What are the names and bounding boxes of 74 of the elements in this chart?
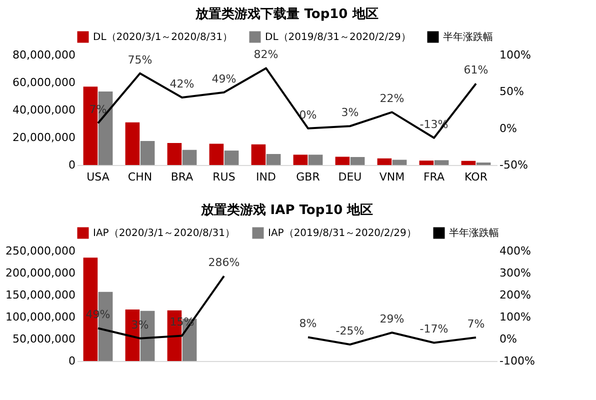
x-tick-label: RUS (212, 170, 236, 184)
x-tick-label: GBR (296, 170, 320, 184)
data-label: 15% (170, 316, 194, 329)
bar (335, 156, 350, 165)
x-tick-label: IND (256, 170, 276, 184)
legend-label: DL（2020/3/1～2020/8/31） (93, 32, 232, 43)
data-label: 7% (467, 317, 485, 330)
bar (461, 160, 476, 165)
y2-tick-label: 200% (500, 288, 531, 302)
bar (350, 157, 365, 165)
bar (419, 160, 434, 165)
x-tick-label: KOR (464, 170, 488, 184)
legend-label: IAP（2019/8/31～2020/2/29） (268, 228, 416, 239)
data-label: 61% (464, 64, 488, 77)
legend-label: 半年涨跌幅 (443, 31, 493, 43)
bar (125, 122, 140, 165)
x-tick-label: CHN (128, 170, 152, 184)
y2-tick-label: 50% (500, 85, 524, 98)
legend-label: DL（2019/8/31～2020/2/29） (265, 32, 411, 43)
data-label: 42% (170, 78, 194, 91)
data-label: 49% (212, 72, 236, 86)
y2-tick-label: 0% (500, 122, 517, 135)
y2-tick-label: 300% (500, 266, 531, 280)
data-label: 75% (128, 53, 152, 66)
chart-title: 放置类游戏 IAP Top10 地区 (200, 203, 374, 218)
bar (377, 158, 392, 165)
y-tick-label: 20,000,000 (12, 131, 76, 144)
y-tick-label: 50,000,000 (12, 332, 76, 346)
y2-tick-label: 0% (500, 332, 517, 346)
data-label: 3% (131, 318, 149, 332)
legend-label: IAP（2020/3/1～2020/8/31） (93, 228, 236, 239)
bar (266, 154, 281, 165)
x-tick-label: VNM (379, 170, 405, 184)
y-tick-label: 100,000,000 (6, 310, 76, 324)
y-tick-label: 250,000,000 (6, 244, 76, 258)
x-tick-label: FRA (423, 170, 445, 184)
x-tick-label: DEU (338, 170, 362, 184)
y-tick-label: 40,000,000 (12, 104, 76, 116)
bar (293, 154, 308, 165)
y2-tick-label: 100% (500, 48, 531, 62)
data-label: 0% (299, 108, 317, 122)
y-tick-label: 80,000,000 (12, 48, 76, 62)
data-label: 49% (86, 308, 110, 322)
bar (308, 154, 323, 165)
y-tick-label: 200,000,000 (6, 266, 76, 280)
bar (392, 160, 407, 165)
x-tick-label: USA (86, 170, 110, 184)
data-label: -25% (336, 324, 364, 338)
bar (224, 150, 239, 165)
y-tick-label: 150,000,000 (6, 288, 76, 302)
bar (140, 140, 155, 165)
data-label: 286% (208, 256, 240, 270)
x-tick-label: BRA (170, 170, 194, 184)
bar (209, 144, 224, 165)
bar (434, 160, 449, 165)
data-label: 3% (341, 106, 359, 120)
data-label: 22% (380, 92, 404, 106)
bar (251, 144, 266, 165)
bar (182, 150, 197, 165)
chart-title: 放置类游戏下载量 Top10 地区 (194, 7, 378, 22)
y2-tick-label: 400% (500, 244, 531, 258)
y2-tick-label: 100% (500, 310, 531, 324)
data-label: -17% (420, 322, 448, 336)
y-tick-label: 0 (68, 158, 76, 172)
legend-label: 半年涨跌幅 (449, 227, 499, 239)
y2-tick-label: -50% (500, 158, 528, 172)
bar (167, 143, 182, 165)
y2-tick-label: -100% (500, 354, 535, 368)
data-label: 7% (89, 103, 107, 116)
data-label: 8% (299, 317, 317, 330)
data-label: 82% (254, 48, 278, 62)
data-label: 29% (380, 312, 404, 326)
y-tick-label: 60,000,000 (12, 76, 76, 89)
y-tick-label: 0 (68, 354, 76, 368)
